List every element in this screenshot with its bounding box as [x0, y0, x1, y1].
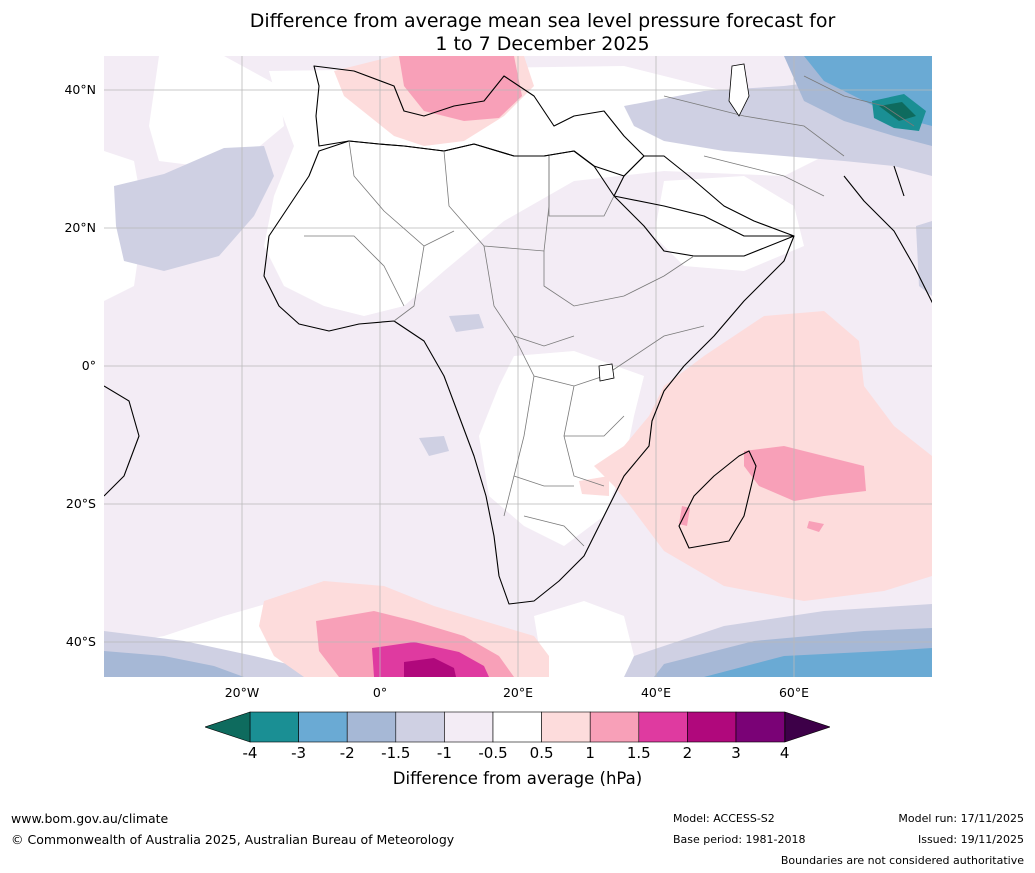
- coastlines: [104, 65, 932, 605]
- lon-label-0: 0°: [372, 685, 388, 700]
- model-run-text: Model run: 17/11/2025: [898, 812, 1024, 825]
- colorbar-bin: [492, 711, 542, 743]
- colorbar-tick-label: -3: [291, 744, 307, 762]
- model-text: Model: ACCESS-S2: [673, 812, 775, 825]
- title-line-2: 1 to 7 December 2025: [435, 33, 650, 55]
- lon-label-20e: 20°E: [502, 685, 534, 700]
- colorbar-title: Difference from average (hPa): [392, 769, 643, 788]
- anomaly-region-high: [404, 658, 456, 677]
- anomaly-region-high: [744, 446, 866, 501]
- colorbar-tick-label: 1: [585, 744, 595, 762]
- colorbar-bin: [395, 711, 445, 743]
- anomaly-region-low: [449, 314, 484, 332]
- graticule: [104, 56, 932, 677]
- issued-text: Issued: 19/11/2025: [917, 833, 1024, 846]
- lon-label-60e: 60°E: [778, 685, 810, 700]
- pressure-anomaly-map: [104, 56, 932, 677]
- colorbar-tick-label: -2: [339, 744, 355, 762]
- lon-label-20w: 20°W: [224, 685, 260, 700]
- colorbar-tick-label: -0.5: [478, 744, 508, 762]
- anomaly-region-low: [104, 651, 244, 677]
- colorbar-bin: [541, 711, 591, 743]
- colorbar-tick-label: 0.5: [529, 744, 554, 762]
- colorbar-tick-label: -4: [242, 744, 258, 762]
- lon-label-40e: 40°E: [640, 685, 672, 700]
- colorbar-tick-label: -1: [436, 744, 452, 762]
- colorbar-tick-label: 1.5: [626, 744, 651, 762]
- caspian-sea: [728, 63, 750, 117]
- lat-label-0: 0°: [81, 358, 96, 373]
- south-america-coastline: [104, 385, 140, 497]
- title-line-1: Difference from average mean sea level p…: [249, 10, 836, 32]
- colorbar-tick-label: 3: [731, 744, 741, 762]
- copyright-text: © Commonwealth of Australia 2025, Austra…: [11, 832, 455, 847]
- anomaly-region-low: [879, 102, 916, 121]
- website-text: www.bom.gov.au/climate: [11, 811, 169, 826]
- india-coastline: [843, 165, 932, 304]
- anomaly-region-neutral: [149, 56, 284, 166]
- colorbar-bin: [346, 711, 397, 743]
- anomaly-region-neutral: [534, 601, 644, 677]
- arabia-coastline: [613, 155, 795, 237]
- colorbar-extend-high: [784, 711, 830, 743]
- colorbar-extend-low: [205, 711, 251, 743]
- colorbar-bin: [687, 711, 737, 743]
- anomaly-region-neutral: [479, 351, 644, 546]
- colorbar-bin: [249, 711, 299, 743]
- anomaly-region-low: [419, 436, 449, 456]
- anomaly-region-low: [704, 648, 932, 677]
- lat-label-40s: 40°S: [65, 634, 96, 649]
- madagascar-coastline: [678, 450, 757, 549]
- lake-victoria: [598, 363, 615, 382]
- lat-label-40n: 40°N: [64, 82, 96, 97]
- lat-label-20s: 20°S: [65, 496, 96, 511]
- colorbar-tick-label: 4: [779, 744, 790, 762]
- country-borders: [304, 75, 915, 547]
- africa-coastline: [263, 140, 795, 605]
- colorbar-bin: [589, 711, 640, 743]
- colorbar-tick-label: -1.5: [381, 744, 411, 762]
- anomaly-region-high: [807, 521, 824, 532]
- colorbar-tick-label: 2: [682, 744, 693, 762]
- base-period-text: Base period: 1981-2018: [673, 833, 806, 846]
- anomaly-region-low: [114, 146, 274, 271]
- chart-title: Difference from average mean sea level p…: [0, 10, 1035, 56]
- anomaly-region-high: [399, 56, 522, 121]
- lat-label-20n: 20°N: [64, 220, 96, 235]
- colorbar-bin: [638, 711, 688, 743]
- colorbar-bin: [298, 711, 348, 743]
- colorbar-bin: [444, 711, 494, 743]
- colorbar-bin: [735, 711, 785, 743]
- anomaly-region-high: [579, 476, 609, 496]
- colorbar: [205, 711, 830, 743]
- disclaimer-text: Boundaries are not considered authoritat…: [780, 854, 1024, 867]
